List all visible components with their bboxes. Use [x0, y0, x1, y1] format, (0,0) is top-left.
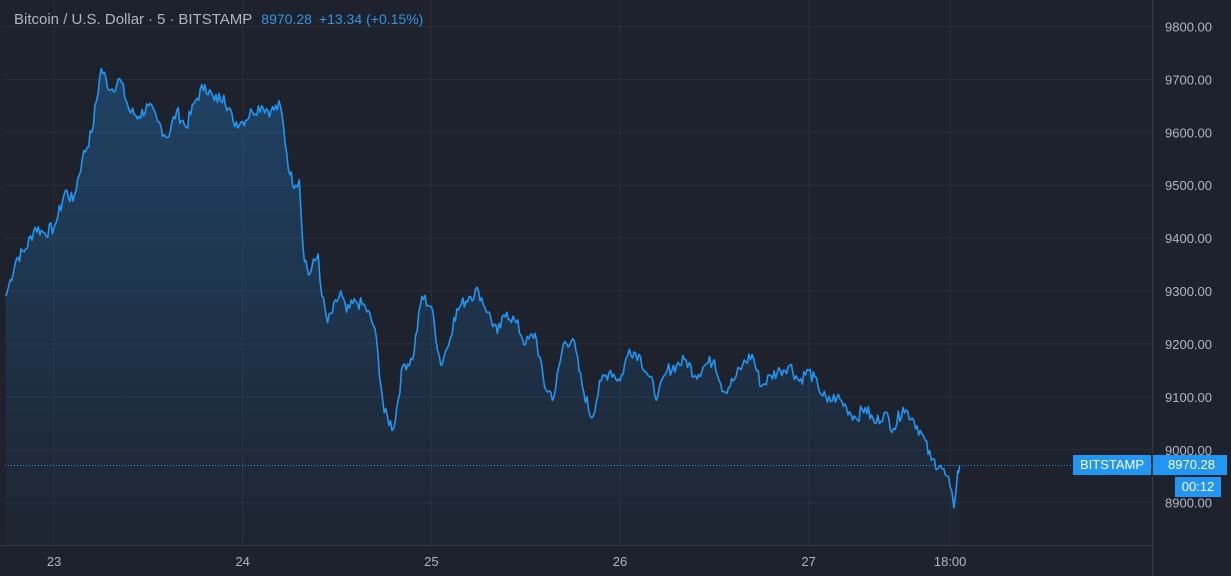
x-tick-label: 27	[801, 554, 815, 569]
x-tick-label: 23	[47, 554, 61, 569]
symbol-name[interactable]: Bitcoin / U.S. Dollar	[14, 11, 145, 28]
price-change: +13.34	[318, 11, 363, 27]
price-series-line	[5, 68, 961, 509]
y-tick-label: 9000.00	[1165, 443, 1212, 458]
x-tick-label: 25	[424, 554, 438, 569]
price-change-percent: (+0.15%)	[366, 11, 424, 27]
last-price: 8970.28	[261, 11, 312, 27]
x-tick-label: 18:00	[934, 554, 967, 569]
y-tick-label: 9500.00	[1165, 178, 1212, 193]
x-tick-label: 24	[235, 554, 249, 569]
price-area-fill	[5, 68, 960, 546]
y-tick-label: 9800.00	[1165, 19, 1212, 34]
y-tick-label: 9600.00	[1165, 125, 1212, 140]
y-tick-label: 9200.00	[1165, 337, 1212, 352]
chart-header: Bitcoin / U.S. Dollar · 5 · BITSTAMP 8970.28 +…	[14, 11, 424, 28]
y-tick-label: 9400.00	[1165, 231, 1212, 246]
y-tick-label: 9100.00	[1165, 390, 1212, 405]
last-price-tag: 8970.28	[1153, 455, 1227, 476]
candle-countdown-tag: 00:12	[1175, 477, 1221, 498]
y-tick-label: 9300.00	[1165, 284, 1212, 299]
interval-label[interactable]: 5	[157, 11, 166, 28]
y-tick-label: 8900.00	[1165, 496, 1212, 511]
exchange-name: BITSTAMP	[178, 11, 253, 28]
x-tick-label: 26	[613, 554, 627, 569]
y-tick-label: 9700.00	[1165, 72, 1212, 87]
exchange-price-tag: BITSTAMP	[1073, 455, 1151, 476]
